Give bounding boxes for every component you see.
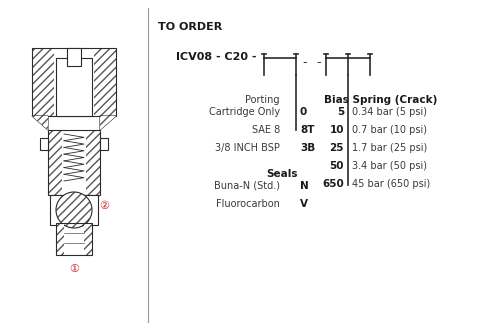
- Bar: [56, 223, 92, 255]
- Text: 0.7 bar (10 psi): 0.7 bar (10 psi): [352, 125, 427, 135]
- Text: 0.34 bar (5 psi): 0.34 bar (5 psi): [352, 107, 427, 117]
- Polygon shape: [100, 116, 116, 130]
- Text: 25: 25: [329, 143, 344, 153]
- Text: ①: ①: [69, 264, 79, 274]
- Text: 10: 10: [329, 125, 344, 135]
- Text: Porting: Porting: [246, 95, 280, 105]
- Text: 5: 5: [337, 107, 344, 117]
- Bar: [48, 130, 62, 195]
- Text: N: N: [300, 181, 309, 191]
- Text: 8T: 8T: [300, 125, 315, 135]
- Text: Bias Spring (Crack): Bias Spring (Crack): [324, 95, 437, 105]
- Text: 3.4 bar (50 psi): 3.4 bar (50 psi): [352, 161, 427, 171]
- Bar: [32, 48, 54, 116]
- Text: Buna-N (Std.): Buna-N (Std.): [214, 181, 280, 191]
- Text: SAE 8: SAE 8: [252, 125, 280, 135]
- Text: 50: 50: [329, 161, 344, 171]
- Bar: [94, 48, 116, 116]
- Polygon shape: [32, 116, 48, 130]
- Text: 1.7 bar (25 psi): 1.7 bar (25 psi): [352, 143, 427, 153]
- Text: -: -: [302, 56, 306, 70]
- Bar: [56, 58, 92, 116]
- Text: 0: 0: [300, 107, 307, 117]
- Text: ②: ②: [99, 201, 109, 211]
- Text: Fluorocarbon: Fluorocarbon: [216, 199, 280, 209]
- Bar: [84, 223, 92, 255]
- Bar: [50, 195, 98, 225]
- Text: Seals: Seals: [267, 169, 298, 179]
- Bar: [48, 130, 100, 195]
- Text: Cartridge Only: Cartridge Only: [209, 107, 280, 117]
- Text: -: -: [316, 56, 321, 70]
- Text: ICV08 - C20 -: ICV08 - C20 -: [176, 52, 257, 62]
- Bar: [67, 48, 81, 66]
- Bar: [100, 138, 108, 150]
- Text: 3/8 INCH BSP: 3/8 INCH BSP: [215, 143, 280, 153]
- Polygon shape: [100, 116, 116, 130]
- Text: 3B: 3B: [300, 143, 315, 153]
- Bar: [56, 223, 64, 255]
- Bar: [86, 130, 100, 195]
- Polygon shape: [32, 116, 48, 130]
- Text: 650: 650: [322, 179, 344, 189]
- Ellipse shape: [56, 192, 92, 228]
- Text: 45 bar (650 psi): 45 bar (650 psi): [352, 179, 430, 189]
- Bar: [32, 48, 116, 116]
- Bar: [40, 138, 48, 150]
- Text: V: V: [300, 199, 308, 209]
- Text: TO ORDER: TO ORDER: [158, 22, 222, 32]
